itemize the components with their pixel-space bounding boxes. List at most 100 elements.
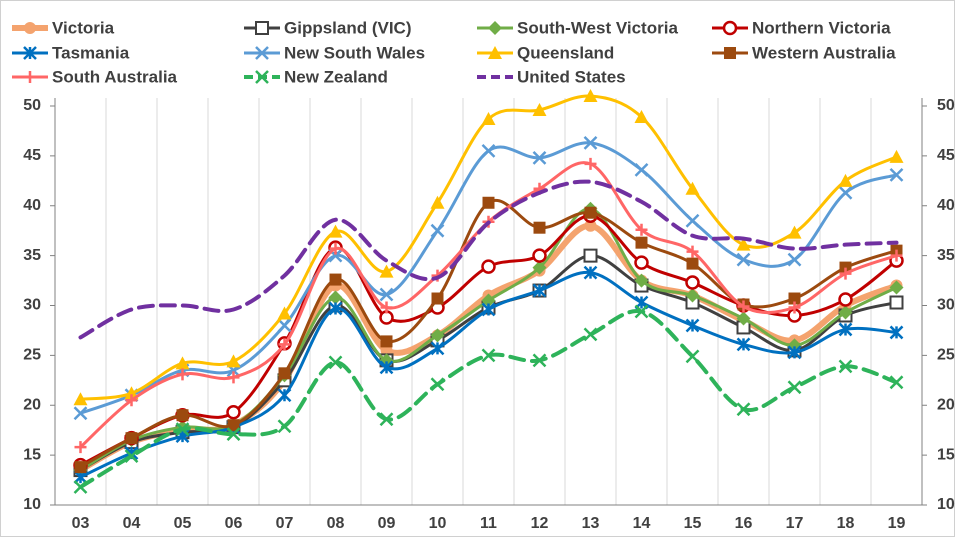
point: [737, 300, 750, 313]
point: [73, 406, 88, 421]
legend-label: Gippsland (VIC): [284, 18, 412, 37]
point: [634, 304, 649, 319]
y2-tick-label: 10: [937, 496, 955, 513]
point: [889, 167, 904, 182]
y-tick-label: 50: [23, 97, 41, 114]
point: [685, 288, 700, 303]
point: [430, 195, 445, 209]
point: [481, 293, 496, 308]
point: [227, 371, 240, 384]
point: [838, 292, 853, 307]
x-tick-label: 14: [633, 515, 651, 532]
point: [635, 236, 648, 249]
point: [380, 335, 393, 348]
point: [488, 46, 502, 59]
series: [73, 304, 904, 494]
point: [686, 245, 699, 258]
point: [736, 402, 751, 417]
point: [379, 287, 394, 302]
point: [839, 267, 852, 280]
point: [226, 427, 241, 442]
point: [634, 255, 649, 270]
y2-tick-label: 40: [937, 197, 955, 214]
point: [277, 306, 292, 320]
point: [23, 46, 37, 60]
point: [685, 275, 700, 290]
x-tick-label: 18: [837, 515, 855, 532]
point: [838, 173, 853, 187]
point: [685, 318, 700, 333]
point: [24, 22, 36, 34]
y2-tick-label: 20: [937, 396, 955, 413]
x-tick-label: 12: [531, 515, 549, 532]
point: [328, 355, 343, 370]
point: [379, 412, 394, 427]
point: [74, 441, 87, 454]
series: [73, 136, 904, 421]
point: [328, 301, 343, 316]
point: [634, 109, 649, 123]
legend-label: Victoria: [52, 18, 115, 37]
point: [583, 89, 598, 103]
point: [255, 21, 269, 35]
point: [125, 432, 138, 445]
y2-tick-label: 50: [937, 97, 955, 114]
point: [277, 388, 292, 403]
point: [584, 157, 597, 170]
x-tick-label: 13: [582, 515, 600, 532]
point: [430, 377, 445, 392]
point: [838, 359, 853, 374]
point: [685, 349, 700, 364]
point: [634, 273, 649, 288]
point: [328, 224, 343, 238]
point: [787, 345, 802, 360]
y-tick-label: 25: [23, 347, 41, 364]
x-tick-label: 19: [888, 515, 906, 532]
point: [226, 354, 241, 368]
point: [736, 252, 751, 267]
point: [686, 257, 699, 270]
point: [724, 47, 736, 59]
point: [481, 144, 496, 158]
legend-label: Northern Victoria: [752, 18, 891, 37]
y-tick-label: 15: [23, 446, 41, 463]
point: [532, 283, 547, 298]
x-tick-label: 04: [123, 515, 141, 532]
point: [329, 242, 342, 255]
point: [431, 292, 444, 305]
point: [73, 480, 88, 494]
series: [73, 265, 904, 484]
point: [481, 259, 496, 274]
x-tick-label: 09: [378, 515, 396, 532]
x-tick-label: 07: [276, 515, 294, 532]
point: [787, 225, 802, 239]
point: [379, 360, 394, 375]
point: [532, 150, 547, 165]
series-line: [78, 309, 899, 490]
point: [176, 368, 189, 381]
series: [73, 89, 904, 406]
point: [74, 461, 87, 474]
legend-label: Tasmania: [52, 43, 130, 62]
point: [583, 265, 598, 280]
point: [787, 380, 802, 395]
point: [788, 292, 801, 305]
point: [124, 449, 139, 464]
point: [277, 318, 292, 333]
point: [481, 348, 496, 363]
point: [430, 328, 445, 343]
point: [255, 46, 269, 60]
point: [176, 409, 189, 422]
point: [532, 353, 547, 368]
x-tick-label: 03: [72, 515, 90, 532]
y-tick-label: 45: [23, 147, 41, 164]
point: [838, 322, 853, 337]
point: [481, 302, 496, 317]
y2-tick-label: 35: [937, 247, 955, 264]
point: [583, 327, 598, 342]
legend-label: Western Australia: [752, 43, 896, 62]
point: [481, 111, 496, 125]
point: [533, 221, 546, 234]
